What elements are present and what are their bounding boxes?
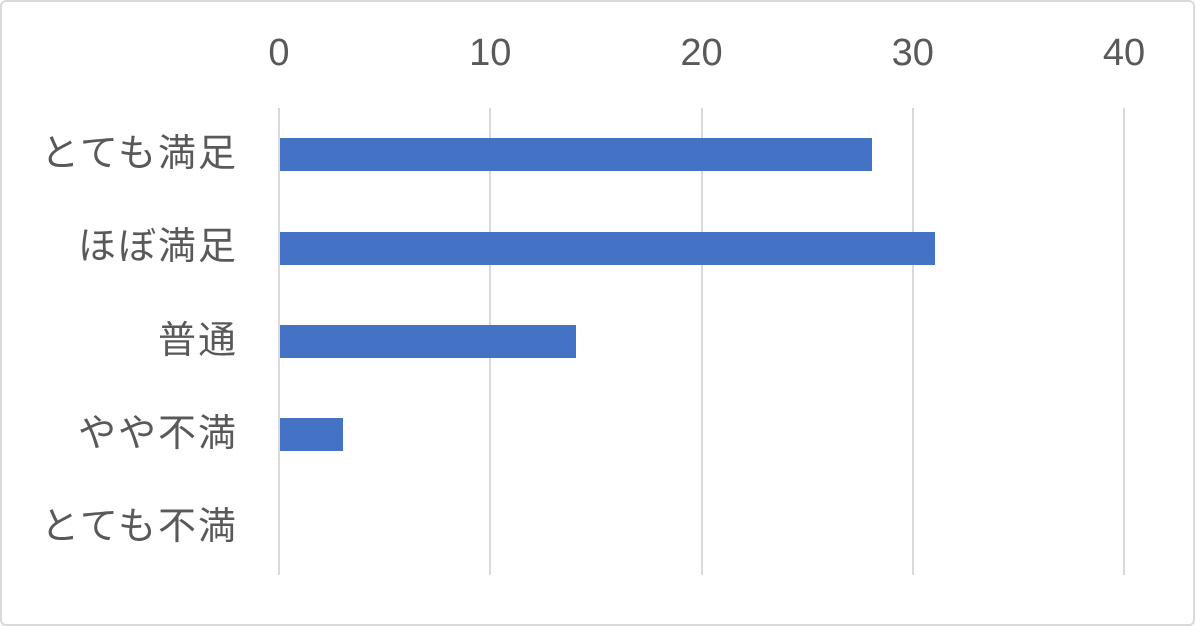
x-axis-tick-label: 10 <box>469 32 512 74</box>
bar-3[interactable] <box>280 418 344 452</box>
x-axis-tick-label: 20 <box>680 32 723 74</box>
y-axis-category-label: とても不満 <box>41 506 238 549</box>
gridline <box>700 108 703 575</box>
bar-0[interactable] <box>280 138 872 172</box>
y-axis-category-label: ほぼ満足 <box>77 226 238 269</box>
x-axis-tick-label: 30 <box>891 32 934 74</box>
y-axis-category-label: やや不満 <box>77 412 238 455</box>
y-axis-category-label: 普通 <box>157 319 238 362</box>
gridline <box>911 108 914 575</box>
x-axis-tick-label: 40 <box>1102 32 1146 74</box>
gridline <box>278 108 280 575</box>
x-axis-tick-label: 0 <box>268 32 290 74</box>
gridline <box>1123 108 1125 575</box>
y-axis-category-label: とても満足 <box>41 132 238 175</box>
bar-1[interactable] <box>280 231 935 265</box>
bar-2[interactable] <box>280 325 576 358</box>
